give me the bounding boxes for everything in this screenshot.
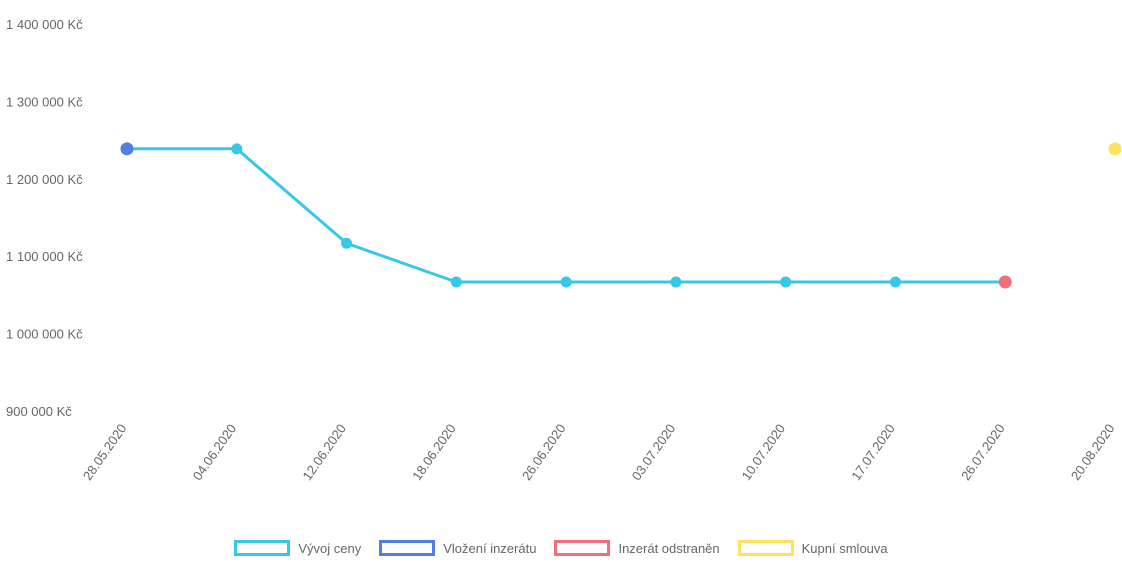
legend-swatch-inzerat-odstranen bbox=[554, 540, 611, 556]
x-tick-label: 12.06.2020 bbox=[299, 421, 349, 483]
legend-swatch-kupni-smlouva bbox=[737, 540, 794, 556]
legend-item-kupni-smlouva[interactable]: Kupní smlouva bbox=[737, 540, 888, 556]
legend-item-vyvoj-ceny[interactable]: Vývoj ceny bbox=[234, 540, 361, 556]
legend-swatch-vyvoj-ceny bbox=[234, 540, 291, 556]
legend-label-kupni-smlouva: Kupní smlouva bbox=[801, 540, 888, 556]
data-point[interactable] bbox=[889, 276, 901, 288]
data-point[interactable] bbox=[670, 276, 682, 288]
data-point[interactable] bbox=[120, 142, 134, 156]
x-axis: 28.05.2020 04.06.2020 12.06.2020 18.06.2020… bbox=[80, 421, 1118, 483]
legend-label-vlozeni-inzeratu: Vložení inzerátu bbox=[443, 540, 537, 556]
legend-item-vlozeni-inzeratu[interactable]: Vložení inzerátu bbox=[379, 540, 536, 556]
y-tick-label: 1 400 000 Kč bbox=[6, 17, 83, 32]
series-line bbox=[127, 147, 1006, 284]
y-axis: 900 000 Kč 1 000 000 Kč 1 100 000 Kč 1 200 … bbox=[6, 17, 83, 419]
x-tick-label: 28.05.2020 bbox=[80, 421, 130, 483]
data-point[interactable] bbox=[560, 276, 572, 288]
y-tick-label: 1 200 000 Kč bbox=[6, 172, 83, 187]
series-lines bbox=[127, 147, 1006, 284]
x-tick-label: 03.07.2020 bbox=[629, 421, 679, 483]
legend-label-vyvoj-ceny: Vývoj ceny bbox=[298, 540, 362, 556]
data-point[interactable] bbox=[780, 276, 792, 288]
series-points bbox=[120, 142, 1122, 289]
chart-legend: Vývoj ceny Vložení inzerátu Inzerát odst… bbox=[0, 540, 1122, 556]
x-tick-label: 26.07.2020 bbox=[958, 421, 1008, 483]
y-tick-label: 1 100 000 Kč bbox=[6, 249, 83, 264]
y-tick-label: 1 300 000 Kč bbox=[6, 94, 83, 109]
y-tick-label: 1 000 000 Kč bbox=[6, 327, 83, 342]
legend-swatch-vlozeni-inzeratu bbox=[379, 540, 436, 556]
x-tick-label: 17.07.2020 bbox=[848, 421, 898, 483]
data-point[interactable] bbox=[231, 143, 243, 155]
x-tick-label: 18.06.2020 bbox=[409, 421, 459, 483]
data-point[interactable] bbox=[1108, 142, 1122, 156]
legend-label-inzerat-odstranen: Inzerát odstraněn bbox=[618, 540, 720, 556]
y-tick-label: 900 000 Kč bbox=[6, 404, 72, 419]
data-point[interactable] bbox=[998, 275, 1012, 289]
x-tick-label: 10.07.2020 bbox=[739, 421, 789, 483]
data-point[interactable] bbox=[341, 237, 353, 249]
legend-item-inzerat-odstranen[interactable]: Inzerát odstraněn bbox=[554, 540, 720, 556]
x-tick-label: 04.06.2020 bbox=[190, 421, 240, 483]
x-tick-label: 20.08.2020 bbox=[1068, 421, 1118, 483]
data-point[interactable] bbox=[450, 276, 462, 288]
x-tick-label: 26.06.2020 bbox=[519, 421, 569, 483]
